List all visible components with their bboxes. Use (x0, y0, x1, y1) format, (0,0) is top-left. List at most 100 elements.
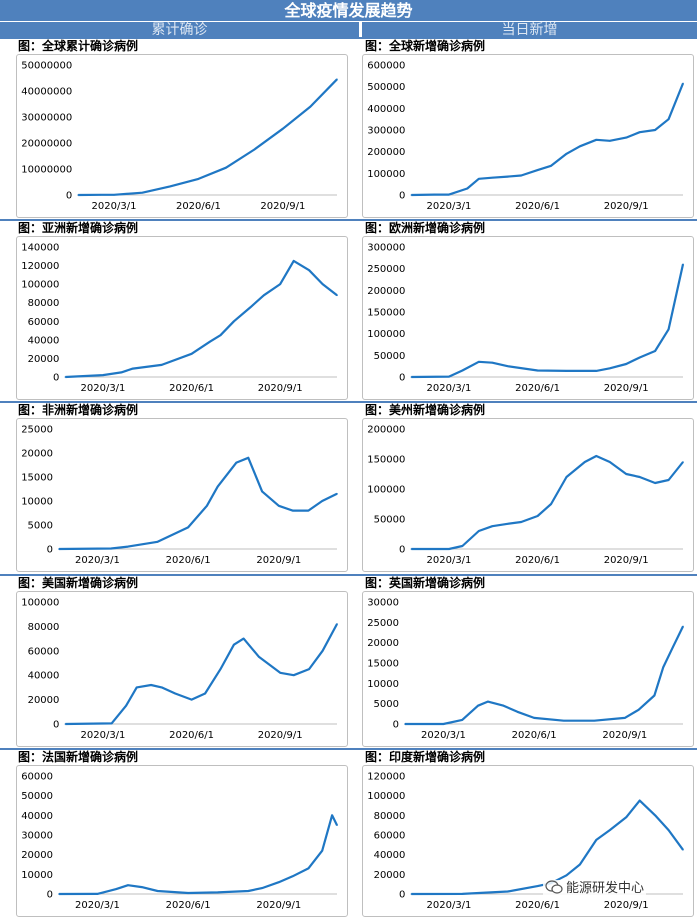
chart-title-asia-daily: 图：亚洲新增确诊病例 (18, 221, 139, 235)
data-point (336, 78, 338, 81)
x-tick-label: 2020/9/1 (602, 730, 647, 741)
y-tick-label: 40000 (28, 335, 60, 346)
x-tick-label: 2020/6/1 (515, 555, 560, 566)
y-tick-label: 20000 (374, 870, 406, 881)
y-tick-label: 150000 (367, 455, 405, 466)
chart-title-africa-daily: 图：非洲新增确诊病例 (18, 403, 139, 417)
data-point (595, 839, 598, 841)
data-point (520, 174, 522, 177)
data-point (625, 363, 627, 365)
x-tick-label: 2020/3/1 (427, 383, 472, 394)
data-point (461, 545, 464, 547)
y-tick-label: 10000 (21, 497, 53, 508)
x-tick-label: 2020/6/1 (166, 900, 211, 911)
chart-panel-uk-daily: 0 5000 10000 15000 20000 25000 30000 2020/3/1 20… (362, 591, 694, 747)
data-point (58, 548, 60, 550)
data-point (506, 365, 509, 367)
x-tick-label: 2020/6/1 (169, 730, 214, 741)
chart-panel-europe-daily: 0 50000 100000 150000 200000 250000 300000 2020… (362, 236, 694, 400)
x-tick-label: 2020/6/1 (169, 383, 214, 394)
y-tick-label: 120000 (367, 772, 405, 783)
data-point (206, 505, 208, 507)
y-tick-label: 100000 (367, 791, 405, 802)
data-point (307, 867, 310, 870)
x-tick-label: 2020/3/1 (75, 900, 120, 911)
y-tick-label: 0 (393, 720, 399, 731)
data-point (309, 105, 312, 108)
y-tick-label: 300000 (367, 126, 405, 137)
y-tick-label: 150000 (367, 308, 405, 319)
data-point (654, 482, 656, 484)
data-point (141, 191, 144, 194)
data-point (491, 525, 494, 527)
data-point (477, 704, 479, 707)
y-tick-label: 15000 (367, 659, 399, 670)
row-divider (0, 574, 697, 576)
y-tick-label: 20000 (21, 449, 53, 460)
y-tick-label: 0 (399, 191, 405, 202)
y-tick-label: 0 (399, 545, 405, 556)
data-point (654, 350, 656, 352)
data-point (491, 176, 494, 179)
data-point (653, 694, 656, 697)
data-point (609, 829, 611, 831)
x-tick-label: 2020/9/1 (604, 383, 649, 394)
y-tick-label: 40000000 (21, 87, 72, 98)
data-point (258, 656, 260, 658)
data-point (64, 376, 67, 378)
y-tick-label: 20000 (367, 638, 399, 649)
data-point (502, 704, 505, 707)
data-point (156, 890, 159, 892)
data-point (682, 263, 684, 266)
data-point (292, 674, 295, 676)
data-point (593, 719, 596, 722)
data-point (609, 367, 611, 370)
y-tick-label: 30000000 (21, 113, 72, 124)
chart-title-usa-daily: 图：美国新增确诊病例 (18, 576, 139, 590)
data-point (127, 545, 129, 548)
data-point (565, 153, 568, 155)
data-point (219, 334, 222, 337)
x-tick-label: 2020/6/1 (515, 900, 560, 911)
data-point (667, 118, 670, 120)
y-tick-label: 15000 (21, 473, 53, 484)
data-point (64, 723, 67, 725)
section-header-daily: 当日新增 (362, 21, 697, 38)
section-divider (359, 21, 362, 37)
chart-panel-americas-daily: 0 50000 100000 150000 200000 2020/3/1 2020/6/1… (362, 418, 694, 572)
data-point (115, 888, 117, 890)
watermark: 能源研发中心 (543, 880, 647, 897)
y-tick-label: 60000 (374, 831, 406, 842)
data-point (579, 863, 581, 866)
data-point (113, 193, 115, 196)
x-tick-label: 2020/9/1 (260, 201, 305, 212)
data-point (160, 686, 163, 689)
data-point (478, 361, 480, 363)
data-point (197, 178, 200, 180)
y-tick-label: 100000 (367, 169, 405, 180)
data-point (150, 684, 152, 686)
data-point (235, 461, 238, 464)
y-tick-label: 0 (47, 545, 53, 556)
y-tick-label: 80000 (28, 622, 60, 633)
chart-title-global-daily: 图：全球新增确诊病例 (365, 39, 486, 53)
y-tick-label: 5000 (374, 699, 399, 710)
data-point (637, 708, 640, 711)
chart-title-global-cumulative: 图：全球累计确诊病例 (18, 39, 139, 53)
y-tick-label: 40000 (374, 850, 406, 861)
chart-svg-global-cumulative: 0 10000000 20000000 30000000 40000000 5000000… (21, 61, 338, 212)
data-point (682, 848, 684, 851)
data-point (609, 461, 611, 463)
y-tick-label: 100000 (367, 485, 405, 496)
y-tick-label: 250000 (367, 264, 405, 275)
data-point (654, 814, 656, 817)
data-point (308, 668, 310, 670)
data-point (625, 136, 627, 139)
data-point (132, 367, 134, 370)
data-point (263, 294, 265, 297)
series-line-global-daily (411, 82, 685, 197)
data-point (667, 328, 670, 331)
data-point (336, 493, 338, 495)
x-tick-label: 2020/3/1 (427, 201, 472, 212)
chart-svg-france-daily: 0 10000 20000 30000 40000 50000 60000 2020/3/1 2… (21, 772, 338, 911)
